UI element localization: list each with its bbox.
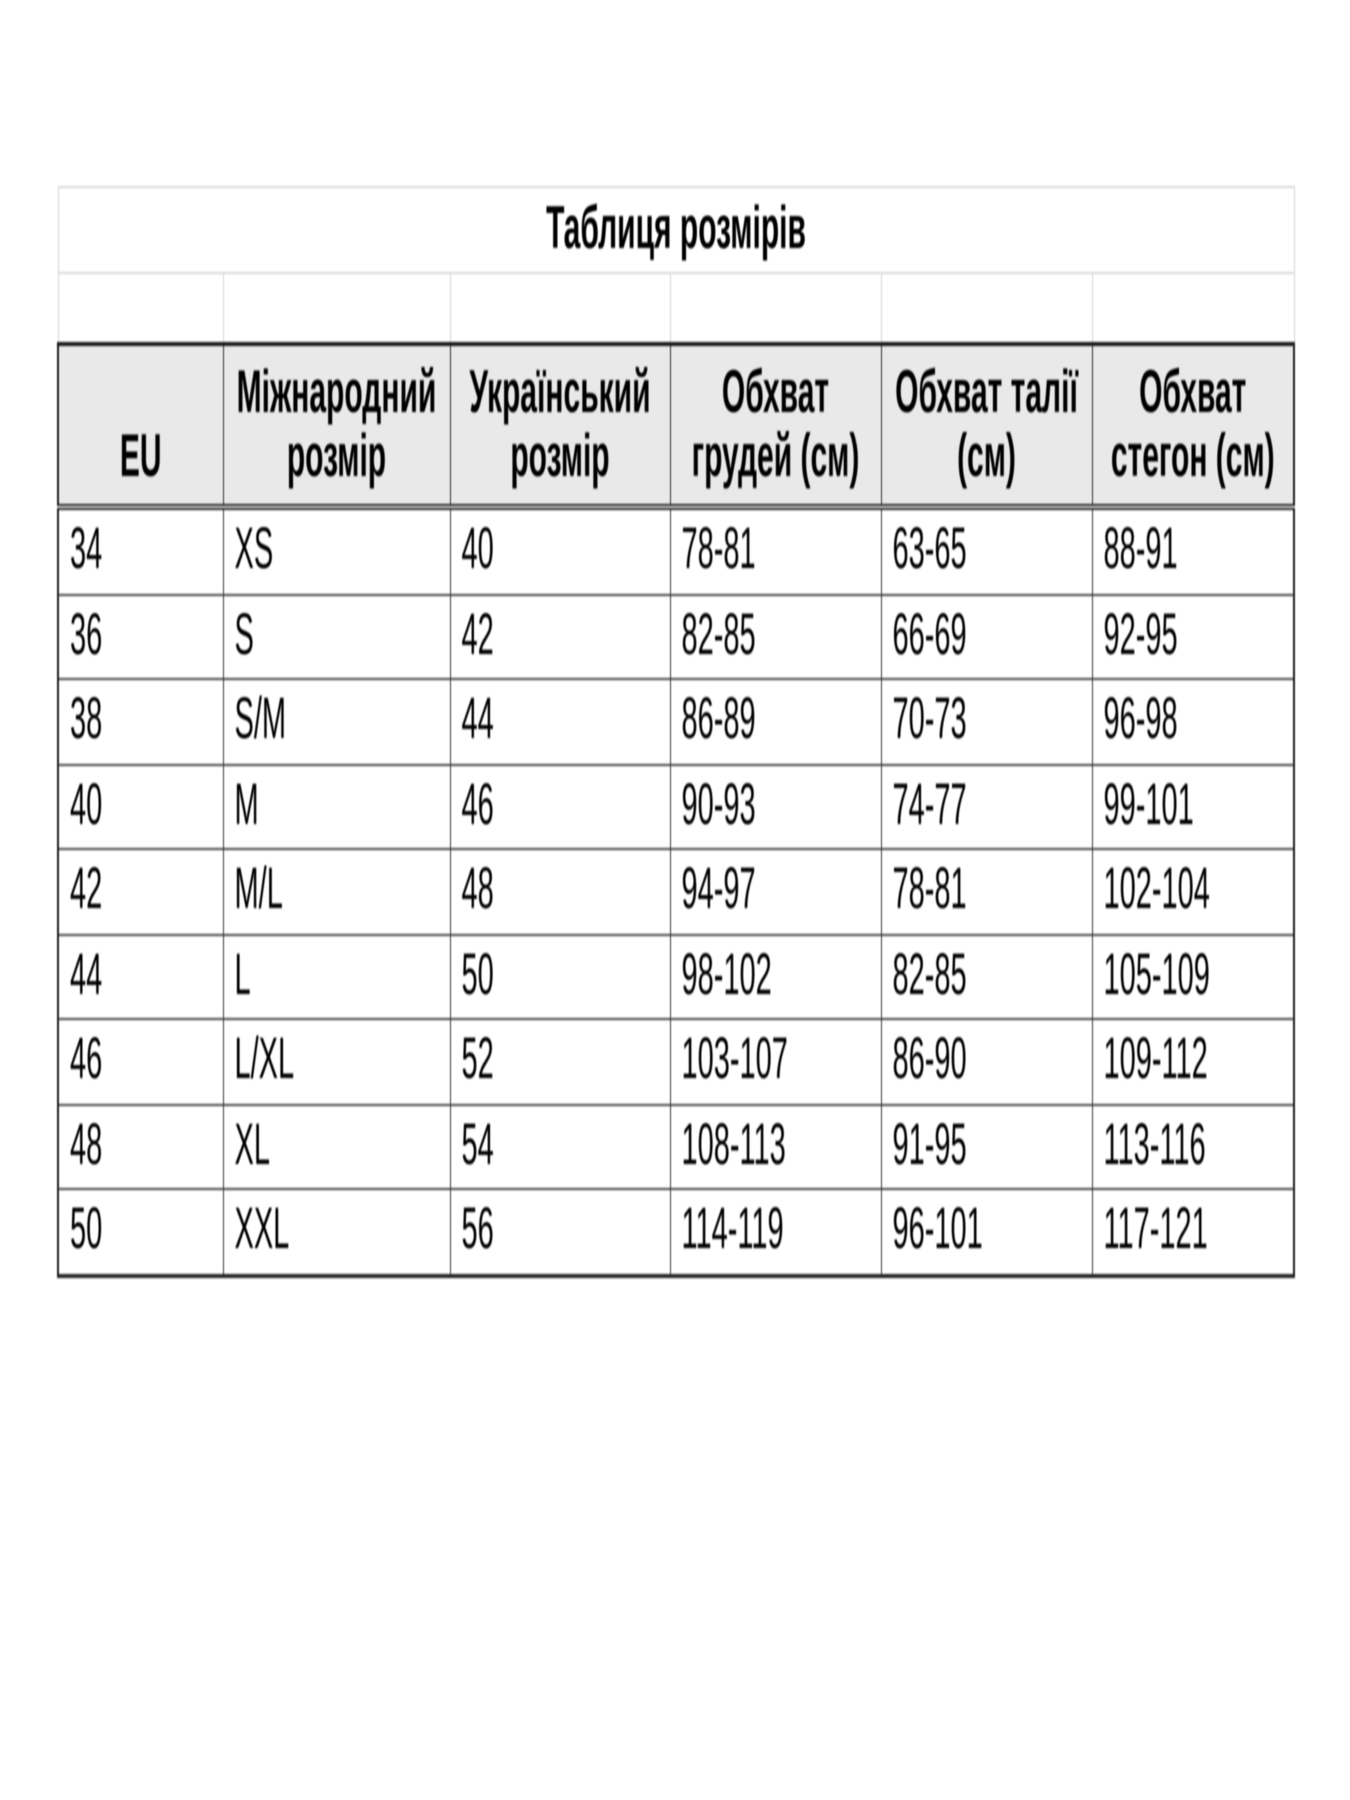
col-header-international-size: Міжнародний розмір [222,342,451,510]
cell-chest: 90-93 [669,763,882,850]
cell-waist: 86-90 [880,1018,1093,1105]
table-row: 34 XS 40 78-81 63-65 88-91 [57,506,1296,595]
cell-eu: 38 [57,678,224,765]
cell-international: S [222,593,451,680]
col-header-line: EU [119,424,162,490]
col-header-chest: Обхват грудей (см) [669,342,882,510]
cell-ukrainian: 46 [449,763,671,850]
cell-ukrainian: 54 [449,1103,671,1190]
cell-waist: 63-65 [880,506,1093,595]
size-table: Таблиця розмірів EU Міжнародний розмір [57,186,1296,1277]
cell-ukrainian: 50 [449,933,671,1020]
cell-waist: 70-73 [880,678,1093,765]
spacer-cell [57,273,224,344]
cell-eu: 46 [57,1018,224,1105]
col-header-ukrainian-size: Український розмір [449,342,671,510]
cell-eu: 40 [57,763,224,850]
cell-chest: 94-97 [669,848,882,935]
cell-eu: 48 [57,1103,224,1190]
cell-hips: 117-121 [1091,1188,1296,1277]
col-header-hips: Обхват стегон (см) [1091,342,1296,510]
cell-chest: 82-85 [669,593,882,680]
cell-chest: 103-107 [669,1018,882,1105]
table-row: 44 L 50 98-102 82-85 105-109 [57,933,1296,1020]
cell-chest: 78-81 [669,506,882,595]
cell-international: L [222,933,451,1020]
spacer-row [57,273,1295,344]
spacer-cell [449,273,671,344]
col-header-line: (см) [957,424,1016,490]
cell-hips: 109-112 [1091,1018,1296,1105]
cell-ukrainian: 48 [449,848,671,935]
col-header-line: Обхват [721,360,830,426]
cell-chest: 108-113 [669,1103,882,1190]
cell-waist: 74-77 [880,763,1093,850]
cell-chest: 114-119 [669,1188,882,1277]
cell-waist: 78-81 [880,848,1093,935]
spacer-cell [669,273,882,344]
cell-international: L/XL [222,1018,451,1105]
cell-chest: 98-102 [669,933,882,1020]
title-row: Таблиця розмірів [57,186,1295,274]
spacer-cell [222,273,451,344]
cell-eu: 44 [57,933,224,1020]
table-row: 50 XXL 56 114-119 96-101 117-121 [57,1188,1296,1277]
col-header-line: Український [469,360,651,426]
cell-hips: 102-104 [1091,848,1296,935]
col-header-line: грудей (см) [691,424,860,490]
col-header-waist: Обхват талії (см) [880,342,1093,510]
table-title: Таблиця розмірів [57,186,1295,274]
cell-waist: 96-101 [880,1188,1093,1277]
cell-eu: 34 [57,506,224,595]
spacer-cell [1091,273,1295,344]
cell-eu: 42 [57,848,224,935]
cell-hips: 92-95 [1091,593,1296,680]
cell-waist: 91-95 [880,1103,1093,1190]
size-table-wrapper: Таблиця розмірів EU Міжнародний розмір [57,186,1296,1277]
col-header-eu: EU [57,342,224,510]
col-header-line: Міжнародний [236,360,437,426]
col-header-line: Обхват талії [895,360,1078,426]
cell-hips: 99-101 [1091,763,1296,850]
cell-hips: 105-109 [1091,933,1296,1020]
cell-hips: 113-116 [1091,1103,1296,1190]
cell-waist: 66-69 [880,593,1093,680]
table-row: 48 XL 54 108-113 91-95 113-116 [57,1103,1296,1190]
cell-hips: 88-91 [1091,506,1296,595]
cell-hips: 96-98 [1091,678,1296,765]
cell-ukrainian: 44 [449,678,671,765]
cell-ukrainian: 42 [449,593,671,680]
table-row: 40 M 46 90-93 74-77 99-101 [57,763,1296,850]
cell-chest: 86-89 [669,678,882,765]
cell-ukrainian: 56 [449,1188,671,1277]
cell-international: XXL [222,1188,451,1277]
cell-ukrainian: 40 [449,506,671,595]
cell-international: M/L [222,848,451,935]
cell-international: S/M [222,678,451,765]
table-row: 46 L/XL 52 103-107 86-90 109-112 [57,1018,1296,1105]
cell-ukrainian: 52 [449,1018,671,1105]
col-header-line: Обхват [1139,360,1247,426]
cell-international: XS [222,506,451,595]
table-row: 38 S/M 44 86-89 70-73 96-98 [57,678,1296,765]
cell-eu: 50 [57,1188,224,1277]
spacer-cell [880,273,1093,344]
cell-eu: 36 [57,593,224,680]
table-row: 42 M/L 48 94-97 78-81 102-104 [57,848,1296,935]
cell-international: XL [222,1103,451,1190]
col-header-line: стегон (см) [1110,424,1275,490]
cell-international: M [222,763,451,850]
header-row: EU Міжнародний розмір Український розмір… [57,342,1296,510]
cell-waist: 82-85 [880,933,1093,1020]
col-header-line: розмір [510,424,610,490]
table-row: 36 S 42 82-85 66-69 92-95 [57,593,1296,680]
col-header-line: розмір [286,424,387,490]
